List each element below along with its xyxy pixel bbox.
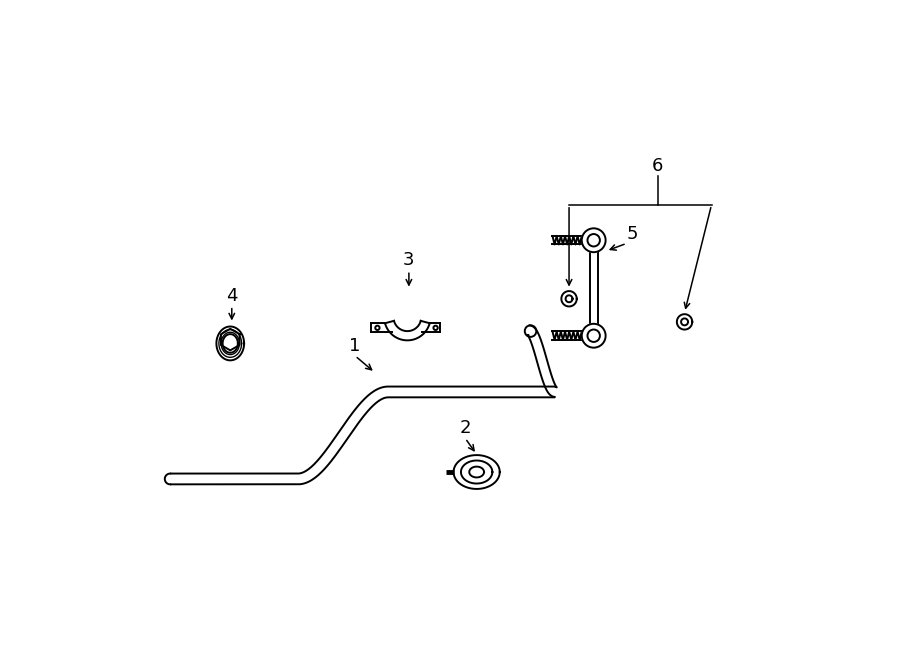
Text: 2: 2 bbox=[459, 419, 471, 437]
Text: 3: 3 bbox=[403, 251, 415, 269]
Circle shape bbox=[581, 324, 606, 348]
Text: 1: 1 bbox=[349, 336, 361, 355]
Text: 4: 4 bbox=[226, 287, 238, 305]
Text: 5: 5 bbox=[626, 225, 638, 243]
Text: 6: 6 bbox=[652, 157, 663, 175]
Circle shape bbox=[581, 228, 606, 253]
